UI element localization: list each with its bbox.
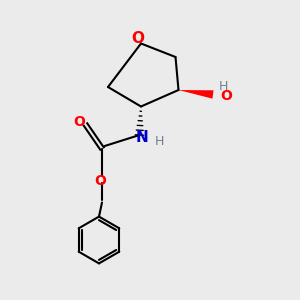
- Text: O: O: [73, 115, 85, 128]
- Text: O: O: [220, 89, 232, 103]
- Polygon shape: [178, 90, 214, 99]
- Text: O: O: [94, 174, 106, 188]
- Text: O: O: [131, 31, 144, 46]
- Text: H: H: [154, 135, 164, 148]
- Text: N: N: [136, 130, 148, 145]
- Text: H: H: [219, 80, 228, 93]
